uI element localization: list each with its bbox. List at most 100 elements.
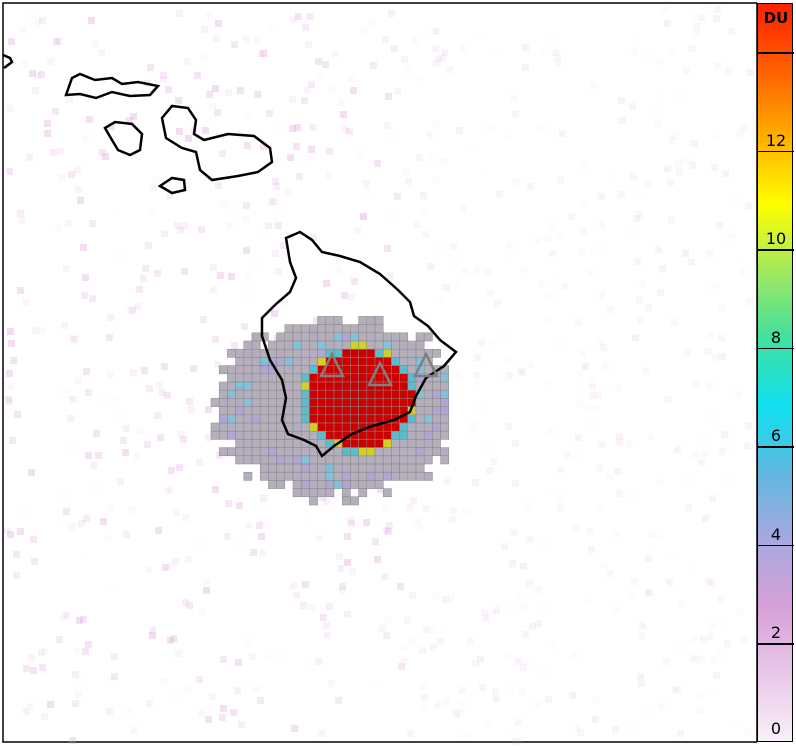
pixel-cell [201, 53, 208, 60]
pixel-cell [205, 406, 212, 413]
pixel-cell [341, 480, 351, 489]
pixel-cell [325, 414, 335, 424]
pixel-cell [44, 130, 51, 137]
pixel-cell [358, 324, 368, 334]
pixel-cell [32, 87, 39, 94]
pixel-cell [253, 686, 260, 693]
pixel-cell [317, 414, 327, 424]
pixel-cell [440, 455, 450, 465]
pixel-cell [539, 48, 546, 55]
pixel-cell [629, 592, 636, 599]
pixel-cell [350, 406, 359, 416]
pixel-cell [638, 680, 645, 687]
pixel-cell [633, 38, 640, 45]
pixel-cell [250, 259, 257, 266]
colorbar-tick [758, 643, 794, 645]
colorbar-tick-label: 12 [765, 130, 787, 150]
pixel-cell [260, 495, 267, 502]
pixel-cell [292, 463, 302, 473]
pixel-cell [556, 233, 563, 240]
pixel-cell [366, 430, 376, 440]
pixel-cell [732, 196, 739, 203]
pixel-cell [435, 56, 442, 63]
pixel-cell [655, 246, 662, 253]
pixel-cell [736, 608, 743, 615]
pixel-cell [218, 414, 228, 424]
pixel-cell [324, 632, 331, 639]
pixel-cell [407, 381, 417, 391]
pixel-cell [643, 706, 650, 713]
pixel-cell [678, 600, 685, 607]
pixel-cell [674, 686, 681, 693]
pixel-cell [399, 365, 409, 375]
pixel-cell [259, 381, 269, 391]
colorbar-tick [758, 52, 794, 54]
pixel-cell [243, 455, 253, 465]
pixel-cell [145, 566, 152, 573]
pixel-cell [477, 656, 484, 663]
pixel-cell [350, 455, 359, 465]
pixel-cell [718, 596, 725, 603]
pixel-cell [244, 639, 251, 646]
pixel-cell [227, 348, 236, 358]
pixel-cell [235, 373, 245, 383]
pixel-cell [128, 506, 135, 513]
pixel-cell [304, 518, 311, 525]
pixel-cell [528, 361, 535, 368]
pixel-cell [709, 495, 716, 502]
pixel-cell [235, 348, 245, 358]
pixel-cell [350, 496, 359, 506]
pixel-cell [302, 16, 309, 23]
pixel-cell [69, 396, 76, 403]
pixel-cell [388, 10, 395, 17]
pixel-cell [725, 68, 732, 75]
pixel-cell [370, 62, 377, 69]
pixel-cell [557, 466, 564, 473]
pixel-cell [487, 125, 494, 132]
pixel-cell [597, 246, 604, 253]
pixel-cell [309, 414, 318, 424]
pixel-cell [467, 638, 474, 645]
pixel-cell [251, 414, 261, 424]
pixel-cell [122, 449, 129, 456]
pixel-cell [741, 124, 748, 131]
pixel-cell [391, 463, 400, 473]
pixel-cell [382, 430, 392, 440]
pixel-cell [106, 334, 113, 341]
pixel-cell [711, 164, 718, 171]
pixel-cell [245, 522, 252, 529]
pixel-cell [587, 528, 594, 535]
pixel-cell [268, 389, 277, 399]
pixel-cell [512, 480, 519, 487]
pixel-cell [391, 348, 400, 358]
pixel-cell [317, 463, 327, 473]
pixel-cell [689, 162, 696, 169]
pixel-cell [278, 202, 285, 209]
pixel-cell [134, 453, 141, 460]
pixel-cell [676, 169, 683, 176]
pixel-cell [201, 26, 208, 33]
pixel-cell [698, 435, 705, 442]
pixel-cell [716, 222, 723, 229]
pixel-cell [150, 184, 157, 191]
pixel-cell [399, 357, 409, 366]
pixel-cell [656, 90, 663, 97]
volcano-icon [318, 351, 346, 378]
pixel-cell [89, 220, 96, 227]
pixel-cell [186, 602, 193, 609]
pixel-cell [341, 340, 351, 350]
pixel-cell [56, 636, 63, 643]
pixel-cell [300, 332, 310, 342]
pixel-cell [432, 398, 441, 407]
pixel-cell [374, 439, 384, 448]
pixel-cell [309, 332, 318, 342]
pixel-cell [374, 455, 384, 465]
pixel-cell [577, 372, 584, 379]
pixel-cell [32, 327, 39, 334]
pixel-cell [410, 37, 417, 44]
pixel-cell [243, 447, 253, 457]
pixel-cell [293, 143, 300, 150]
pixel-cell [317, 422, 327, 432]
pixel-cell [284, 471, 294, 481]
pixel-cell [557, 504, 564, 511]
